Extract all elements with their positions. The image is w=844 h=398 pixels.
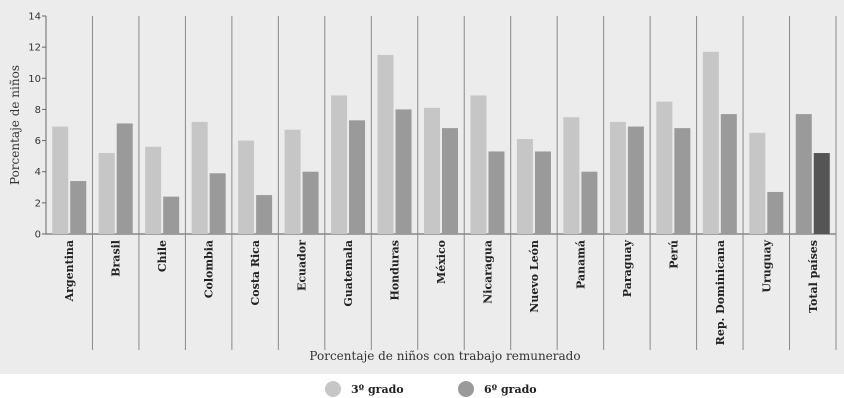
legend-label: 6º grado	[484, 383, 537, 396]
bar-6-grado	[442, 128, 458, 234]
bar-3-grado	[609, 121, 626, 234]
bar-3-grado	[702, 51, 719, 234]
bar-6-grado	[627, 126, 644, 234]
y-tick-label: 14	[28, 12, 41, 23]
bar-3-grado	[191, 121, 208, 234]
bar-6-grado	[488, 151, 505, 234]
y-tick-label: 0	[35, 230, 41, 241]
bar-6-grado	[209, 173, 226, 234]
bars	[52, 51, 830, 235]
bar-6-grado	[70, 181, 87, 234]
bar-3-grado	[52, 126, 69, 234]
bar-3-grado	[563, 117, 580, 234]
bar-6-grado	[674, 128, 691, 234]
bar-3-grado	[795, 114, 812, 234]
bar-3-grado	[656, 101, 673, 235]
bar-6-grado	[256, 195, 273, 234]
bar-6-grado	[581, 171, 598, 234]
bar-6-grado	[116, 123, 133, 234]
y-axis-title: Porcentaje de niños	[8, 65, 22, 185]
category-label: Guatemala	[342, 240, 355, 307]
legend-swatch	[325, 381, 341, 397]
y-tick-label: 12	[28, 43, 41, 54]
bar-3-grado	[516, 139, 533, 234]
y-tick-label: 6	[35, 136, 41, 147]
bar-6-grado	[534, 151, 551, 234]
bar-6-grado	[813, 153, 830, 234]
bar-6-grado	[349, 120, 366, 234]
bar-3-grado	[470, 95, 487, 235]
category-label: Paraguay	[621, 239, 634, 297]
bar-3-grado	[98, 153, 115, 234]
category-label: Total países	[807, 240, 820, 313]
bar-6-grado	[720, 114, 737, 234]
bar-6-grado	[302, 171, 319, 234]
bar-3-grado	[145, 146, 162, 234]
y-tick-label: 4	[35, 167, 41, 178]
category-label: Honduras	[389, 240, 402, 301]
category-label: Costa Rica	[249, 240, 262, 305]
category-label: México	[435, 240, 448, 284]
bar-3-grado	[284, 129, 301, 234]
category-label: Perú	[667, 240, 680, 269]
bar-3-grado	[749, 132, 766, 234]
y-tick-label: 2	[35, 198, 41, 209]
bar-6-grado	[767, 191, 784, 234]
bar-3-grado	[238, 140, 255, 234]
category-label: Nicaragua	[481, 240, 494, 304]
bar-3-grado	[377, 54, 394, 234]
legend-label: 3º grado	[351, 383, 404, 396]
category-label: Argentina	[63, 240, 76, 302]
legend: 3º grado 6º grado	[325, 381, 537, 397]
category-label: Ecuador	[296, 240, 309, 291]
category-labels: Argentina Brasil Chile Colombia Costa Rica Ec…	[63, 239, 820, 345]
category-label: Rep. Dominicana	[714, 240, 727, 345]
y-tick-label: 10	[28, 74, 41, 85]
category-label: Panamá	[574, 240, 587, 289]
category-label: Colombia	[203, 240, 216, 298]
x-axis-title: Porcentaje de niños con trabajo remunera…	[309, 349, 580, 363]
category-columns	[91, 16, 837, 350]
category-label: Nuevo León	[528, 240, 541, 313]
bar-6-grado	[163, 196, 180, 234]
bar-3-grado	[424, 107, 440, 234]
bar-3-grado	[331, 95, 348, 235]
category-label: Chile	[156, 240, 169, 272]
legend-swatch	[458, 381, 474, 397]
bar-6-grado	[395, 109, 412, 234]
category-label: Brasil	[110, 240, 123, 277]
category-label: Uruguay	[760, 239, 773, 292]
y-tick-label: 8	[35, 105, 41, 116]
